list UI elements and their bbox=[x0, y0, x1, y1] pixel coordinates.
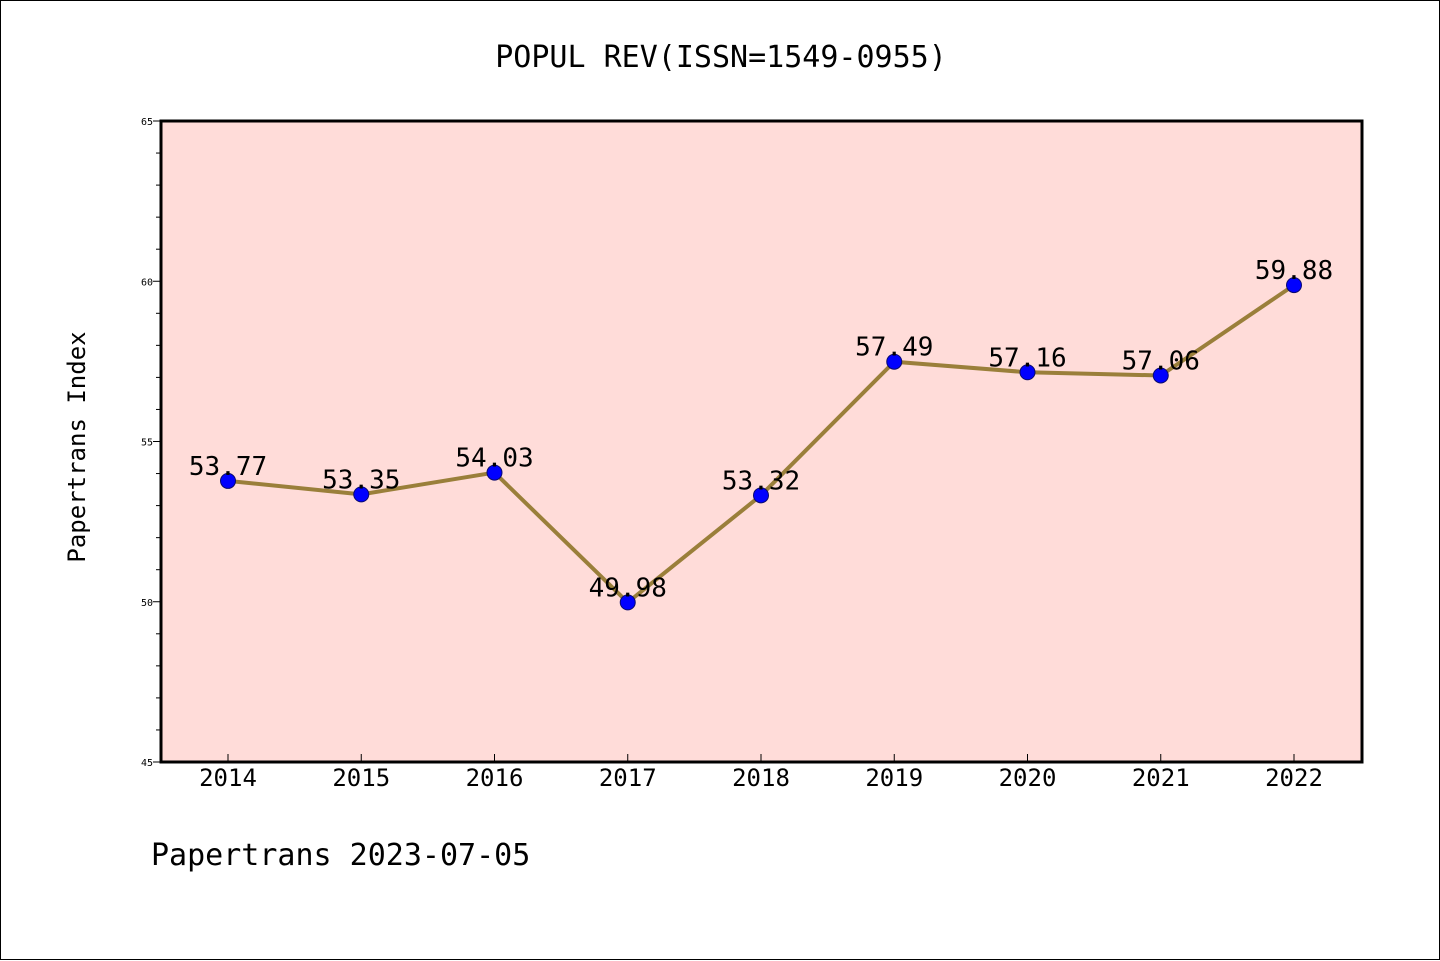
data-point bbox=[619, 594, 636, 611]
y-tick-label: 55 bbox=[141, 438, 153, 449]
y-tick-label: 50 bbox=[141, 598, 153, 609]
x-tick-label: 2016 bbox=[466, 764, 524, 792]
data-label: 59.88 bbox=[1255, 256, 1333, 286]
x-tick-label: 2019 bbox=[865, 764, 923, 792]
x-tick-label: 2020 bbox=[999, 764, 1057, 792]
data-label-group: 53.77 53.35 54.03 49.98 53.32 57.49 57.16 57.06… bbox=[189, 256, 1333, 603]
data-label: 57.49 bbox=[855, 333, 933, 363]
x-tick-label: 2015 bbox=[332, 764, 390, 792]
data-label: 57.16 bbox=[988, 343, 1066, 373]
data-point bbox=[753, 487, 769, 504]
y-tick-label: 65 bbox=[141, 117, 153, 128]
data-point bbox=[1152, 367, 1169, 384]
data-label: 53.35 bbox=[322, 465, 400, 495]
data-point bbox=[220, 472, 236, 489]
y-axis: 45 50 55 60 65 bbox=[141, 117, 161, 769]
x-tick-label: 2014 bbox=[199, 764, 257, 792]
data-label: 49.98 bbox=[589, 573, 667, 603]
y-axis-label: Papertrans Index bbox=[63, 331, 91, 562]
x-tick-label: 2022 bbox=[1265, 764, 1323, 792]
data-point bbox=[486, 464, 503, 481]
data-label: 57.06 bbox=[1122, 346, 1200, 376]
y-tick-label: 45 bbox=[141, 758, 153, 769]
marker-group bbox=[220, 277, 1302, 611]
data-label: 54.03 bbox=[455, 444, 533, 474]
data-point bbox=[1286, 277, 1302, 294]
data-point bbox=[353, 486, 370, 503]
plot-area bbox=[159, 119, 1364, 764]
chart-title: POPUL REV(ISSN=1549-0955) bbox=[495, 40, 947, 75]
x-tick-label: 2017 bbox=[599, 764, 657, 792]
x-tick-label: 2021 bbox=[1132, 764, 1190, 792]
footer-credit: Papertrans 2023-07-05 bbox=[151, 838, 530, 873]
y-tick-label: 60 bbox=[141, 277, 153, 288]
x-tick-label: 2018 bbox=[732, 764, 790, 792]
x-axis: 2014 2015 2016 2017 2018 2019 2020 2021 2022 bbox=[199, 754, 1323, 792]
data-label: 53.77 bbox=[189, 452, 267, 482]
data-point bbox=[1019, 364, 1036, 381]
data-label: 53.32 bbox=[722, 466, 800, 496]
data-point bbox=[886, 353, 903, 370]
